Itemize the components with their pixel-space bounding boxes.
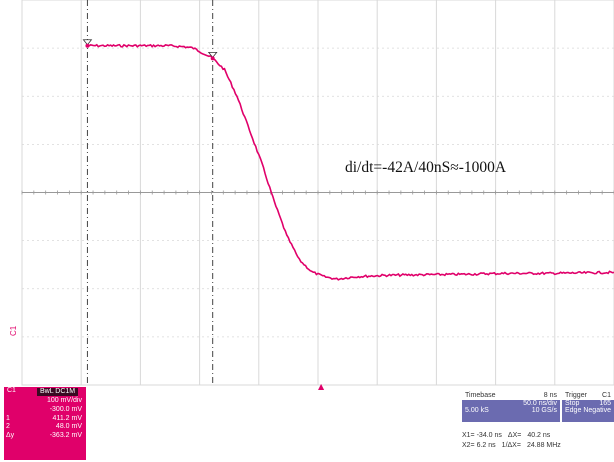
cursor-arrow — [82, 39, 93, 46]
channel-row: 2 48.0 mV — [6, 423, 82, 431]
channel-row: -300.0 mV — [49, 405, 82, 413]
timebase-value: 10 GS/s — [531, 407, 557, 414]
cursor-arrow — [207, 51, 218, 58]
cursor-delta-label: ΔX= — [507, 432, 522, 439]
channel-coupling-tag: BwL DC1M — [37, 388, 79, 396]
channel-row: 1 411.2 mV — [6, 414, 82, 422]
didt-annotation: di/dt=-42A/40nS≈-1000A — [345, 159, 507, 176]
timebase-trigger-panel: Timebase 8 ns 50.0 ns/div 5.00 kS 10 GS/s… — [462, 392, 614, 422]
cursor-point — [210, 56, 215, 61]
channel-marker-label: C1 — [9, 325, 18, 336]
cursor-marker-x2-icon[interactable] — [207, 51, 218, 61]
channel-panel[interactable]: C1 BwL DC1M 100 mV/div -300.0 mV 1 411.2 … — [4, 387, 86, 460]
cursor-readout: X1= -34.0 ns ΔX= 40.2 ns X2= 6.2 ns 1/ΔX… — [462, 432, 614, 460]
cursor-freq-value: 24.88 MHz — [526, 442, 561, 449]
trigger-value: Edge — [565, 407, 582, 414]
channel-row: Δy -363.2 mV — [6, 432, 82, 440]
trigger-marker-icon: ▲ — [318, 382, 325, 391]
graticule-grid — [21, 0, 614, 386]
trigger-box[interactable]: Trigger C1 Stop 165 Edge Negative — [562, 392, 614, 422]
trigger-title: Trigger — [565, 392, 587, 399]
trigger-value: 165 — [599, 399, 611, 407]
trigger-value: Stop — [565, 399, 580, 407]
cursor-x2-readout: X2= 6.2 ns — [462, 442, 496, 449]
cursor-markers[interactable] — [82, 39, 218, 61]
cursor-marker-x1-icon[interactable] — [82, 39, 93, 48]
timebase-box[interactable]: Timebase 8 ns 50.0 ns/div 5.00 kS 10 GS/s — [462, 392, 560, 422]
timebase-value: 5.00 kS — [465, 407, 489, 414]
waveform-trace — [87, 43, 614, 281]
cursor-inv-delta-label: 1/ΔX= — [501, 442, 521, 449]
timebase-title-value: 8 ns — [543, 392, 557, 399]
cursor-point — [85, 43, 90, 48]
timebase-title: Timebase — [465, 392, 496, 399]
cursor-delta-value: 40.2 ns — [527, 432, 551, 439]
channel-row: 100 mV/div — [46, 397, 82, 404]
timebase-value: 50.0 ns/div — [523, 399, 557, 407]
cursor-x1-readout: X1= -34.0 ns — [462, 432, 502, 439]
timebase-value — [465, 400, 511, 408]
trigger-title-value: C1 — [602, 392, 611, 399]
trigger-value: Negative — [583, 407, 611, 414]
channel-name: C1 — [7, 387, 16, 394]
